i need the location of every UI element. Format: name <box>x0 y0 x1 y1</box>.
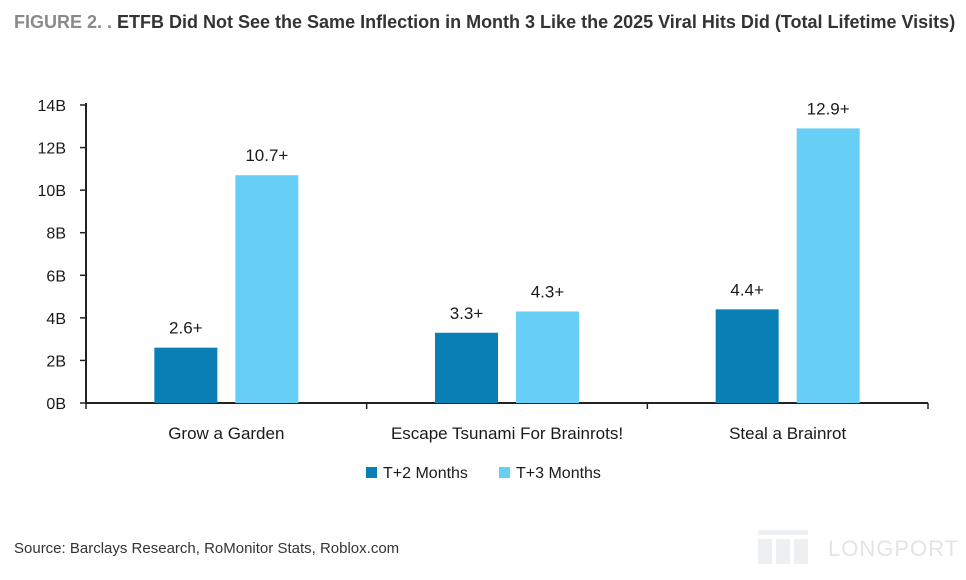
chart-title-text: ETFB Did Not See the Same Inflection in … <box>117 12 956 32</box>
y-tick-label: 10B <box>38 183 66 200</box>
data-label: 2.6+ <box>169 319 203 338</box>
figure-label: FIGURE 2. . <box>14 12 113 32</box>
longport-logo-icon <box>758 530 808 564</box>
bar <box>715 309 779 403</box>
x-category-label: Escape Tsunami For Brainrots! <box>391 424 623 443</box>
y-tick-label: 14B <box>38 98 66 115</box>
y-tick-label: 6B <box>46 268 66 285</box>
x-category-label: Steal a Brainrot <box>729 424 846 443</box>
legend-t3-label: T+3 Months <box>516 465 601 482</box>
bar <box>435 332 498 403</box>
y-tick-label: 2B <box>46 353 66 370</box>
data-label: 10.7+ <box>245 146 288 165</box>
y-tick-label: 12B <box>38 141 66 158</box>
watermark: LONGPORT <box>758 528 958 568</box>
chart-title: FIGURE 2. . ETFB Did Not See the Same In… <box>14 10 958 35</box>
data-label: 4.3+ <box>531 282 565 301</box>
y-tick-label: 0B <box>46 396 66 413</box>
data-label: 4.4+ <box>730 280 764 299</box>
x-category-label: Grow a Garden <box>168 424 284 443</box>
data-label: 12.9+ <box>807 99 850 118</box>
source-note: Source: Barclays Research, RoMonitor Sta… <box>14 540 400 557</box>
legend-t2-label: T+2 Months <box>383 465 468 482</box>
data-label: 3.3+ <box>450 304 484 323</box>
legend-t2-swatch <box>366 467 377 478</box>
bar <box>154 347 218 403</box>
bar <box>235 175 299 403</box>
bar <box>516 311 579 403</box>
watermark-text: LONGPORT <box>828 536 960 561</box>
y-tick-label: 8B <box>46 226 66 243</box>
y-tick-label: 4B <box>46 311 66 328</box>
bar <box>796 128 860 403</box>
legend-t3-swatch <box>499 467 510 478</box>
